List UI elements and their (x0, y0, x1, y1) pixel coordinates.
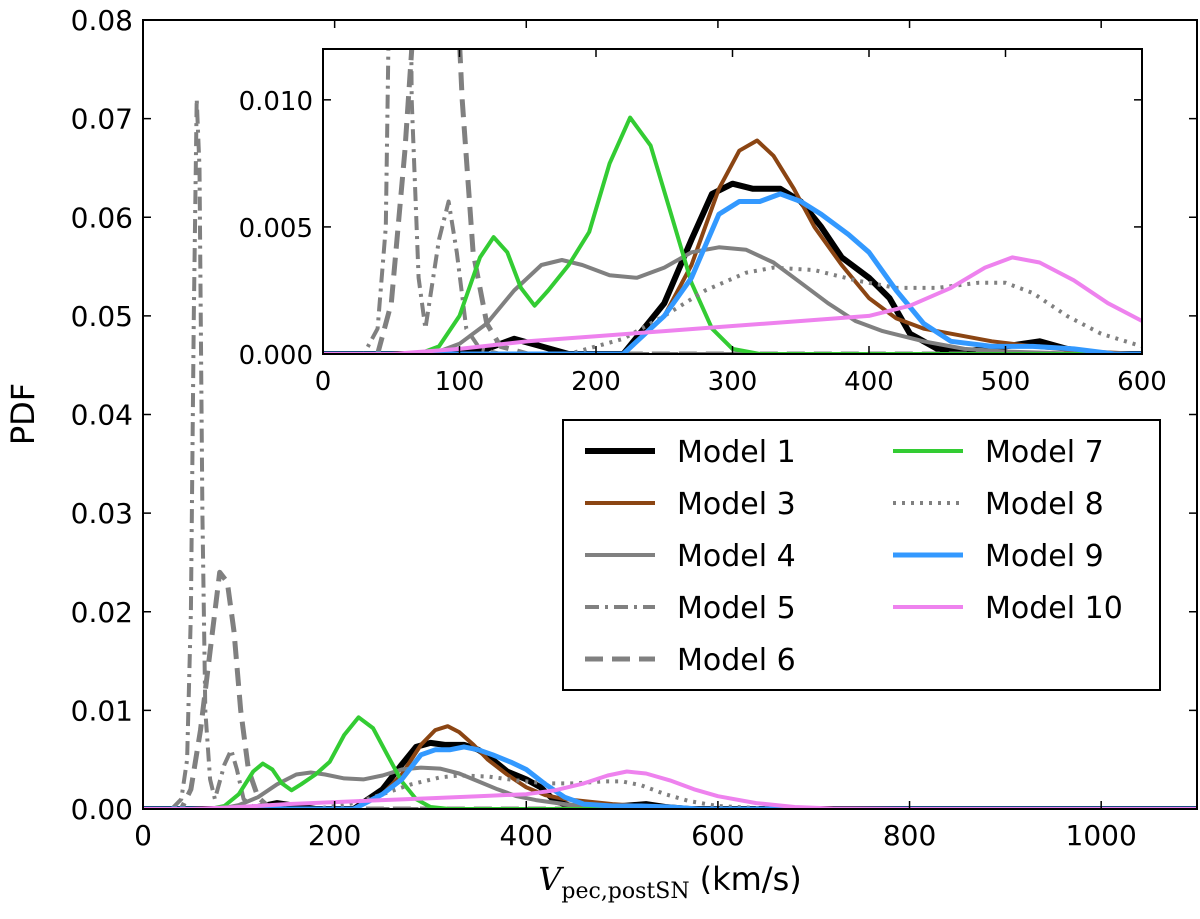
main-y-tick-label: 0.00 (71, 793, 133, 826)
legend-label-model-6: Model 6 (677, 643, 796, 678)
inset-line-model-8 (323, 265, 1142, 354)
main-y-tick-label: 0.06 (71, 201, 133, 234)
legend-label-model-8: Model 8 (985, 487, 1104, 522)
main-line-model-8 (143, 773, 1197, 809)
inset-x-tick-label: 0 (315, 367, 332, 397)
x-axis-label: Vpec,postSN (km/s) (538, 860, 801, 904)
main-y-tick-label: 0.01 (71, 694, 133, 727)
legend-label-model-1: Model 1 (677, 435, 796, 470)
inset-plot: 0 100 200 300 400 500 600 0.000 0.005 0.010 (239, 48, 1167, 397)
inset-line-model-5 (323, 49, 1142, 354)
inset-x-tick-label: 300 (708, 367, 758, 397)
main-x-tick-label: 600 (691, 819, 744, 852)
x-axis-subscript: pec,postSN (561, 879, 689, 904)
main-x-tick-label: 200 (308, 819, 361, 852)
legend-label-model-4: Model 4 (677, 539, 796, 574)
inset-series-lines (323, 49, 1142, 354)
legend-label-model-3: Model 3 (677, 487, 796, 522)
main-line-model-10 (143, 769, 1197, 809)
main-series-lines (143, 96, 1197, 809)
x-axis-symbol: V (538, 860, 564, 898)
inset-x-tick-label: 200 (571, 367, 621, 397)
legend-label-model-5: Model 5 (677, 591, 796, 626)
inset-line-model-9 (323, 191, 1142, 354)
inset-y-tick-label: 0.010 (239, 87, 313, 117)
x-axis-unit: (km/s) (700, 860, 802, 898)
main-line-model-9 (143, 744, 1197, 809)
main-y-tick-label: 0.04 (71, 399, 133, 432)
main-axis-ticks: 0 200 400 600 800 10000.000.010.020.030.040.0… (71, 4, 1197, 852)
main-x-tick-label: 800 (883, 819, 936, 852)
inset-x-tick-label: 600 (1117, 367, 1167, 397)
legend-label-model-9: Model 9 (985, 539, 1104, 574)
main-y-tick-label: 0.02 (71, 596, 133, 629)
main-line-model-3 (143, 724, 1197, 809)
legend-frame (562, 419, 1161, 691)
main-x-tick-label: 1000 (1066, 819, 1137, 852)
main-y-tick-label: 0.07 (71, 103, 133, 136)
main-plot: 0 200 400 600 800 10000.000.010.020.030.040.0… (71, 4, 1198, 852)
inset-line-model-10 (323, 255, 1142, 354)
inset-x-tick-label: 100 (435, 367, 485, 397)
inset-background (323, 49, 1142, 354)
inset-y-tick-label: 0.000 (239, 341, 313, 371)
inset-line-model-7 (323, 115, 1142, 354)
main-line-model-1 (143, 739, 1197, 809)
main-x-tick-label: 400 (500, 819, 553, 852)
y-axis-label: PDF (4, 383, 42, 445)
legend-label-model-10: Model 10 (985, 591, 1123, 626)
main-line-model-7 (143, 715, 1197, 809)
inset-x-tick-label: 500 (981, 367, 1031, 397)
legend-items: Model 1 Model 3 Model 4 Model 5 Model 6 Model… (585, 435, 1123, 678)
legend: Model 1 Model 3 Model 4 Model 5 Model 6 Model… (562, 419, 1161, 691)
main-y-tick-label: 0.05 (71, 300, 133, 333)
legend-label-model-7: Model 7 (985, 435, 1104, 470)
inset-x-tick-label: 400 (844, 367, 894, 397)
main-y-tick-label: 0.08 (71, 4, 133, 37)
inset-axis-ticks: 0 100 200 300 400 500 600 0.000 0.005 0.010 (239, 49, 1167, 397)
inset-y-tick-label: 0.005 (239, 214, 313, 244)
main-y-tick-label: 0.03 (71, 497, 133, 530)
main-x-tick-label: 0 (134, 819, 152, 852)
